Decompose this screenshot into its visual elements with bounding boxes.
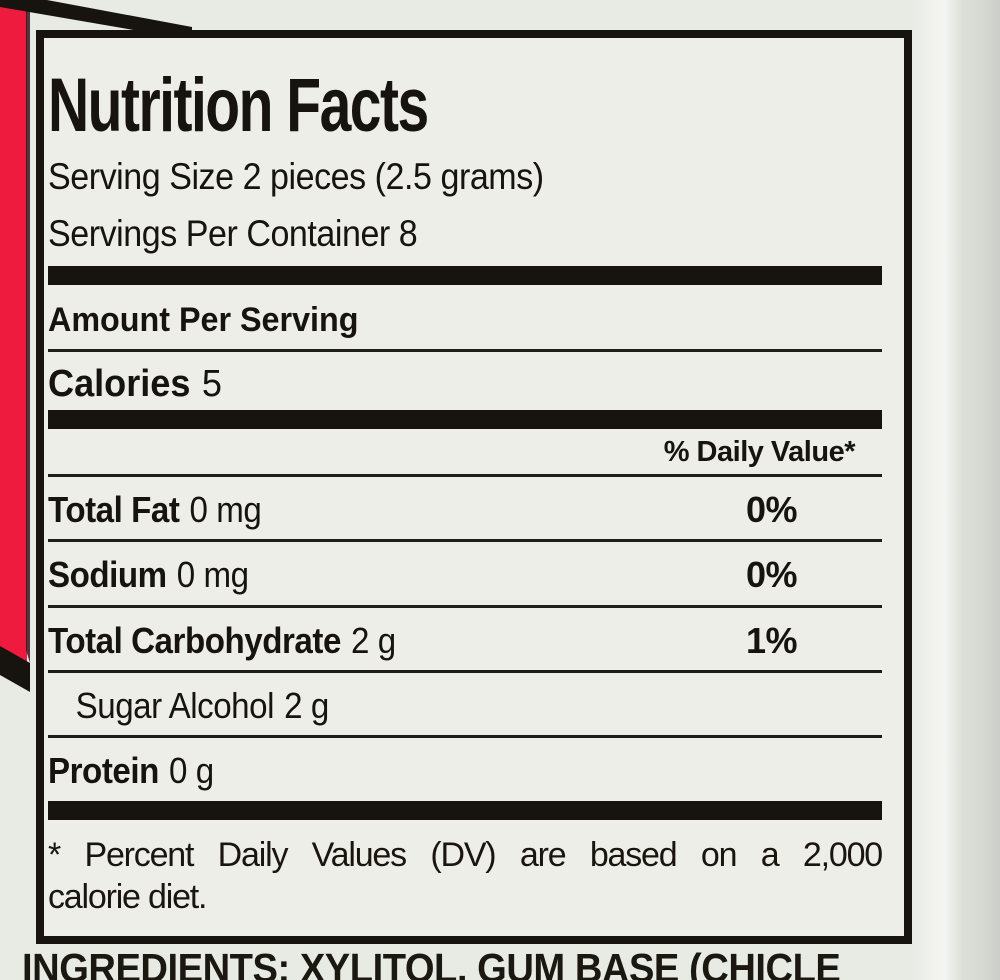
ingredients-clipped-strip: INGREDIENTS: XYLITOL, GUM BASE (CHICLE [22,948,982,980]
nutrient-daily-value: 0% [745,554,798,596]
serving-size-line: Serving Size 2 pieces (2.5 grams) [48,156,544,197]
nutrition-facts-title: Nutrition Facts [48,63,429,148]
thick-divider-top [48,266,882,285]
nutrient-daily-value: 0% [745,489,798,530]
nutrient-amount: 0 g [168,750,214,792]
nutrient-amount: 2 g [351,619,396,661]
black-ribbon-bottom-icon [0,646,30,692]
nutrient-name: Total Carbohydrate [48,619,341,661]
percent-daily-value-header: % Daily Value* [663,436,856,468]
nutrient-amount: 2 g [284,684,329,726]
amount-per-serving-heading: Amount Per Serving [48,301,359,339]
thin-divider [48,474,882,477]
calories-line: Calories 5 [48,365,840,403]
daily-value-footnote: * Percent Daily Values (DV) are based on… [48,834,883,920]
nutrient-name: Sodium [48,554,167,596]
nutrient-row: Total Fat 0 mg 0% [48,477,882,543]
servings-per-container-line: Servings Per Container 8 [48,213,418,254]
nutrient-name: Total Fat [48,489,180,530]
nutrient-amount: 0 mg [189,489,262,530]
nutrient-row: Sodium 0 mg 0% [48,542,882,608]
calories-label: Calories [48,363,191,405]
package-edge-sheen [910,0,1000,980]
nutrient-row: Protein 0 g [48,738,882,800]
thick-divider-bottom [48,800,882,820]
footnote-line-2: calorie diet. [48,878,207,917]
thin-divider [48,349,882,352]
nutrient-row: Sugar Alcohol 2 g [48,673,882,739]
footnote-line-1: * Percent Daily Values (DV) are based on… [48,835,883,874]
ingredients-partial-text: INGREDIENTS: XYLITOL, GUM BASE (CHICLE [22,948,841,980]
nutrient-daily-value: 1% [745,619,798,661]
nutrient-name: Sugar Alcohol [75,684,275,726]
nutrient-amount: 0 mg [176,554,249,596]
nutrient-name: Protein [48,750,159,792]
nutrient-rows: Total Fat 0 mg 0% Sodium 0 mg 0% Total Carbohy… [48,477,882,801]
calories-value: 5 [201,363,222,405]
red-package-stripe [0,0,27,662]
red-stripe-edge-shadow [26,0,30,663]
nutrient-row: Total Carbohydrate 2 g 1% [48,608,882,673]
thick-divider-middle [48,410,882,429]
nutrition-facts-panel: Nutrition Facts Serving Size 2 pieces (2… [36,30,912,944]
